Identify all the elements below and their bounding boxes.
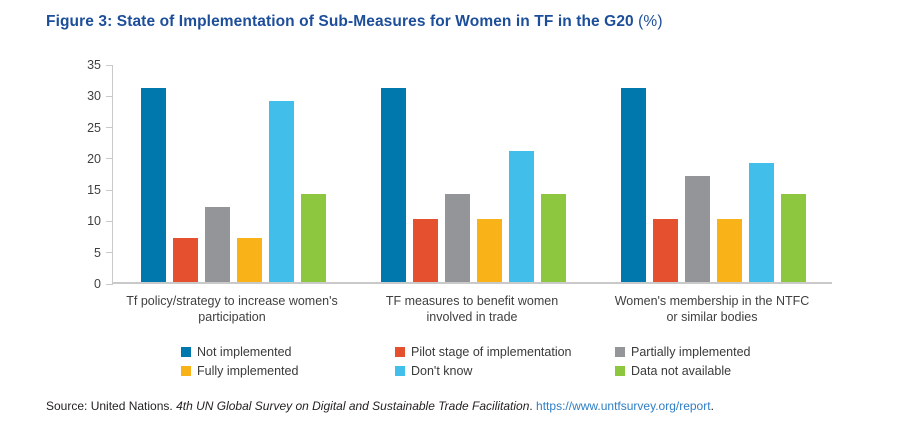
category-label: Tf policy/strategy to increase women's pa… xyxy=(126,294,338,324)
legend-swatch-icon xyxy=(181,365,191,376)
bar xyxy=(508,150,534,282)
y-axis-tick xyxy=(106,158,113,160)
legend-swatch-icon xyxy=(395,347,405,358)
y-axis-tick xyxy=(106,252,113,254)
y-axis-tick xyxy=(106,283,113,285)
x-axis-category-labels: Tf policy/strategy to increase women's pa… xyxy=(112,294,832,325)
bar xyxy=(620,88,646,282)
bar xyxy=(716,219,742,282)
bar xyxy=(140,88,166,282)
y-axis-tick-label: 0 xyxy=(94,277,101,291)
figure-title: Figure 3: State of Implementation of Sub… xyxy=(46,13,663,31)
bar xyxy=(476,219,502,282)
legend-item: Not implemented xyxy=(181,346,395,359)
y-axis-tick-label: 30 xyxy=(87,89,101,104)
bar xyxy=(172,238,198,282)
legend-swatch-icon xyxy=(395,365,405,376)
source-link[interactable]: https://www.untfsurvey.org/report xyxy=(536,399,711,413)
source-separator: . xyxy=(529,399,537,413)
bar-group xyxy=(113,65,353,282)
bar xyxy=(780,194,806,282)
bar xyxy=(204,206,230,282)
bar xyxy=(540,194,566,282)
y-axis-tick-label: 35 xyxy=(87,58,101,72)
bar xyxy=(652,219,678,282)
y-axis-tick xyxy=(106,64,113,66)
y-axis-tick-label: 5 xyxy=(94,245,101,260)
y-axis-tick xyxy=(106,220,113,222)
legend-label: Fully implemented xyxy=(197,363,299,378)
bar xyxy=(444,194,470,282)
y-axis-tick xyxy=(106,95,113,97)
legend-label: Don't know xyxy=(411,363,473,378)
source-suffix: . xyxy=(710,399,714,413)
y-axis-tick xyxy=(106,127,113,129)
bar xyxy=(748,163,774,282)
bar xyxy=(412,219,438,282)
y-axis-tick-label: 20 xyxy=(87,151,101,166)
chart-legend: Not implemented Pilot stage of implementa… xyxy=(181,346,751,377)
figure-title-units: (%) xyxy=(633,13,663,30)
bar xyxy=(380,88,406,282)
figure-title-text: Figure 3: State of Implementation of Sub… xyxy=(46,13,634,30)
y-axis-tick-label: 15 xyxy=(87,183,101,198)
legend-item: Don't know xyxy=(395,363,615,378)
bar-group xyxy=(593,65,833,282)
source-prefix: Source: United Nations. xyxy=(46,399,177,413)
bar-chart-plot-area: 0 5 10 15 20 25 30 35 xyxy=(87,59,833,290)
y-axis-tick xyxy=(106,189,113,191)
legend-item: Pilot stage of implementation xyxy=(395,346,615,359)
legend-label: Not implemented xyxy=(197,345,292,359)
legend-item: Fully implemented xyxy=(181,363,395,378)
legend-label: Data not available xyxy=(631,363,732,378)
legend-item: Partially implemented xyxy=(615,346,751,359)
source-publication-title: 4th UN Global Survey on Digital and Sust… xyxy=(176,399,530,413)
bar xyxy=(268,100,294,282)
y-axis-tick-label: 25 xyxy=(87,120,101,135)
legend-swatch-icon xyxy=(615,347,625,358)
source-note: Source: United Nations. 4th UN Global Su… xyxy=(46,399,714,413)
y-axis-tick-label: 10 xyxy=(87,214,101,229)
bar-group xyxy=(353,65,593,282)
legend-swatch-icon xyxy=(615,365,625,376)
legend-item: Data not available xyxy=(615,363,751,378)
legend-label: Pilot stage of implementation xyxy=(411,345,572,359)
legend-label: Partially implemented xyxy=(631,345,751,359)
bar xyxy=(684,175,710,282)
legend-swatch-icon xyxy=(181,347,191,358)
category-label: Women's membership in the NTFC or similar… xyxy=(614,294,810,324)
category-label: TF measures to benefit women involved in … xyxy=(385,294,559,324)
bar xyxy=(300,194,326,282)
bar xyxy=(236,238,262,282)
